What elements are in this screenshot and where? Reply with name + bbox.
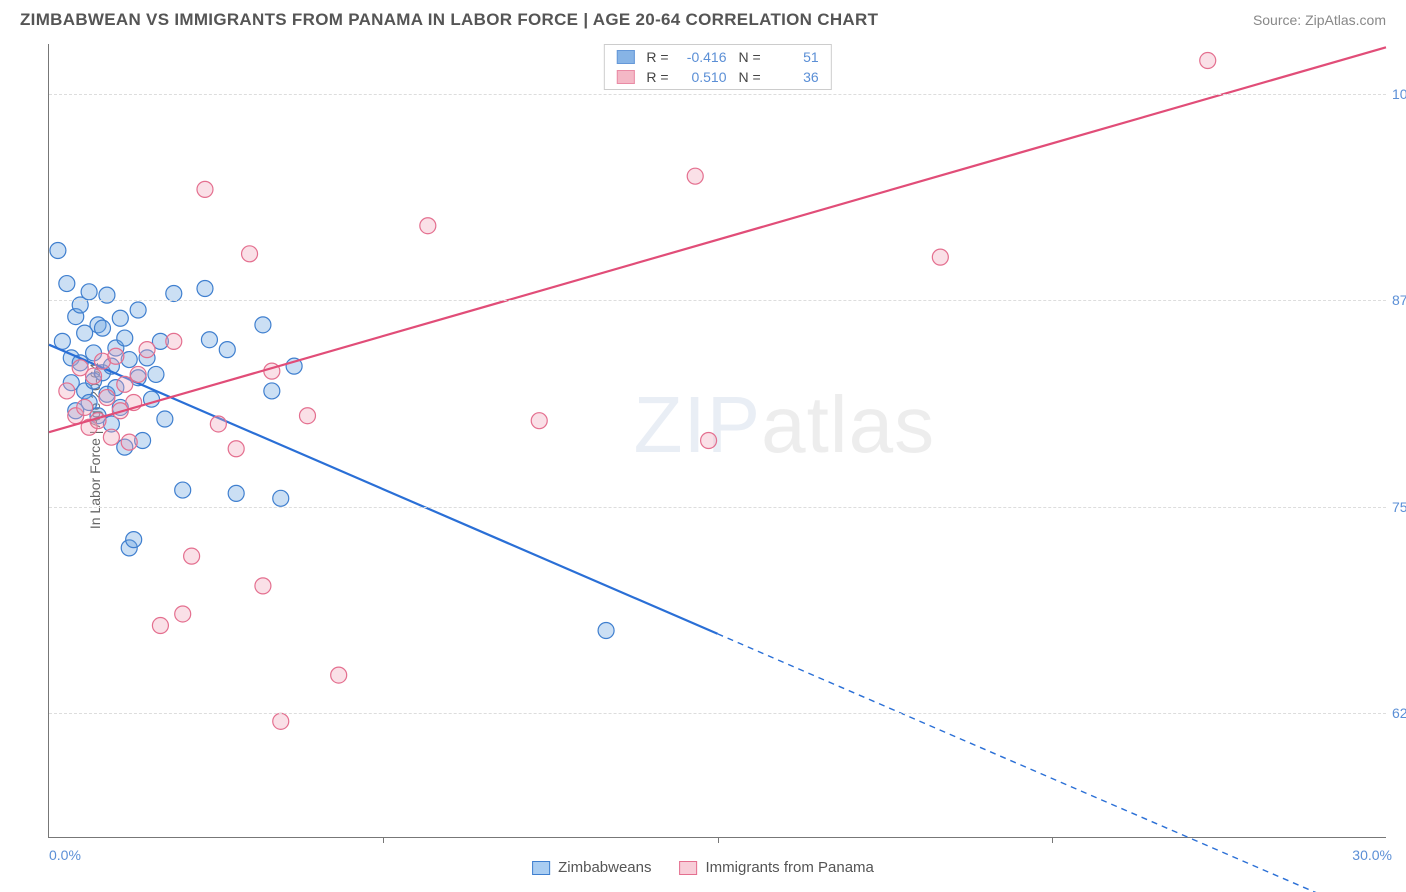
data-point xyxy=(242,246,258,262)
y-tick-label: 87.5% xyxy=(1392,292,1406,308)
data-point xyxy=(117,330,133,346)
series-legend: Zimbabweans Immigrants from Panama xyxy=(532,859,874,876)
regression-line-extrapolated xyxy=(718,634,1387,892)
data-point xyxy=(197,181,213,197)
r-value: -0.416 xyxy=(681,49,727,65)
correlation-legend-row: R = -0.416 N = 51 xyxy=(604,47,830,67)
data-point xyxy=(157,411,173,427)
r-label: R = xyxy=(646,49,668,65)
data-point xyxy=(687,168,703,184)
data-point xyxy=(932,249,948,265)
source-attribution: Source: ZipAtlas.com xyxy=(1253,12,1386,28)
legend-swatch xyxy=(680,861,698,875)
data-point xyxy=(255,317,271,333)
legend-item: Zimbabweans xyxy=(532,859,651,876)
grid-line xyxy=(49,300,1386,301)
n-label: N = xyxy=(739,49,761,65)
data-point xyxy=(59,383,75,399)
y-tick-label: 100.0% xyxy=(1392,86,1406,102)
data-point xyxy=(117,376,133,392)
data-point xyxy=(139,342,155,358)
data-point xyxy=(201,332,217,348)
data-point xyxy=(152,618,168,634)
data-point xyxy=(77,399,93,415)
y-tick-label: 62.5% xyxy=(1392,705,1406,721)
data-point xyxy=(531,413,547,429)
regression-line xyxy=(49,47,1386,432)
data-point xyxy=(166,333,182,349)
data-point xyxy=(264,383,280,399)
data-point xyxy=(175,482,191,498)
x-tick-mark xyxy=(718,837,719,843)
legend-label: Immigrants from Panama xyxy=(706,859,874,876)
data-point xyxy=(112,310,128,326)
data-point xyxy=(299,408,315,424)
data-point xyxy=(175,606,191,622)
data-point xyxy=(50,243,66,259)
x-tick-mark xyxy=(383,837,384,843)
data-point xyxy=(184,548,200,564)
legend-item: Immigrants from Panama xyxy=(680,859,874,876)
data-point xyxy=(219,342,235,358)
data-point xyxy=(81,284,97,300)
chart-title: ZIMBABWEAN VS IMMIGRANTS FROM PANAMA IN … xyxy=(20,10,878,30)
n-value: 51 xyxy=(773,49,819,65)
regression-line xyxy=(49,345,718,634)
data-point xyxy=(166,285,182,301)
legend-label: Zimbabweans xyxy=(558,859,651,876)
data-point xyxy=(121,434,137,450)
data-point xyxy=(228,441,244,457)
x-tick-mark xyxy=(1052,837,1053,843)
data-point xyxy=(130,302,146,318)
grid-line xyxy=(49,713,1386,714)
legend-swatch xyxy=(616,70,634,84)
data-point xyxy=(701,433,717,449)
data-point xyxy=(228,485,244,501)
scatter-plot xyxy=(49,44,1386,837)
correlation-legend: R = -0.416 N = 51 R = 0.510 N = 36 xyxy=(603,44,831,90)
grid-line xyxy=(49,94,1386,95)
data-point xyxy=(420,218,436,234)
n-value: 36 xyxy=(773,69,819,85)
data-point xyxy=(1200,53,1216,69)
data-point xyxy=(94,320,110,336)
data-point xyxy=(197,281,213,297)
data-point xyxy=(126,532,142,548)
data-point xyxy=(273,713,289,729)
data-point xyxy=(331,667,347,683)
correlation-legend-row: R = 0.510 N = 36 xyxy=(604,67,830,87)
x-tick-label: 0.0% xyxy=(49,847,81,863)
data-point xyxy=(148,366,164,382)
data-point xyxy=(598,622,614,638)
legend-swatch xyxy=(616,50,634,64)
legend-swatch xyxy=(532,861,550,875)
r-value: 0.510 xyxy=(681,69,727,85)
y-tick-label: 75.0% xyxy=(1392,499,1406,515)
data-point xyxy=(130,366,146,382)
data-point xyxy=(59,276,75,292)
data-point xyxy=(103,429,119,445)
data-point xyxy=(99,390,115,406)
x-tick-label: 30.0% xyxy=(1352,847,1392,863)
data-point xyxy=(86,368,102,384)
data-point xyxy=(273,490,289,506)
data-point xyxy=(255,578,271,594)
r-label: R = xyxy=(646,69,668,85)
data-point xyxy=(210,416,226,432)
n-label: N = xyxy=(739,69,761,85)
chart-area: ZIPatlas R =-0.416N =51R =0.510N =36 62.… xyxy=(48,44,1386,838)
grid-line xyxy=(49,507,1386,508)
data-point xyxy=(108,348,124,364)
